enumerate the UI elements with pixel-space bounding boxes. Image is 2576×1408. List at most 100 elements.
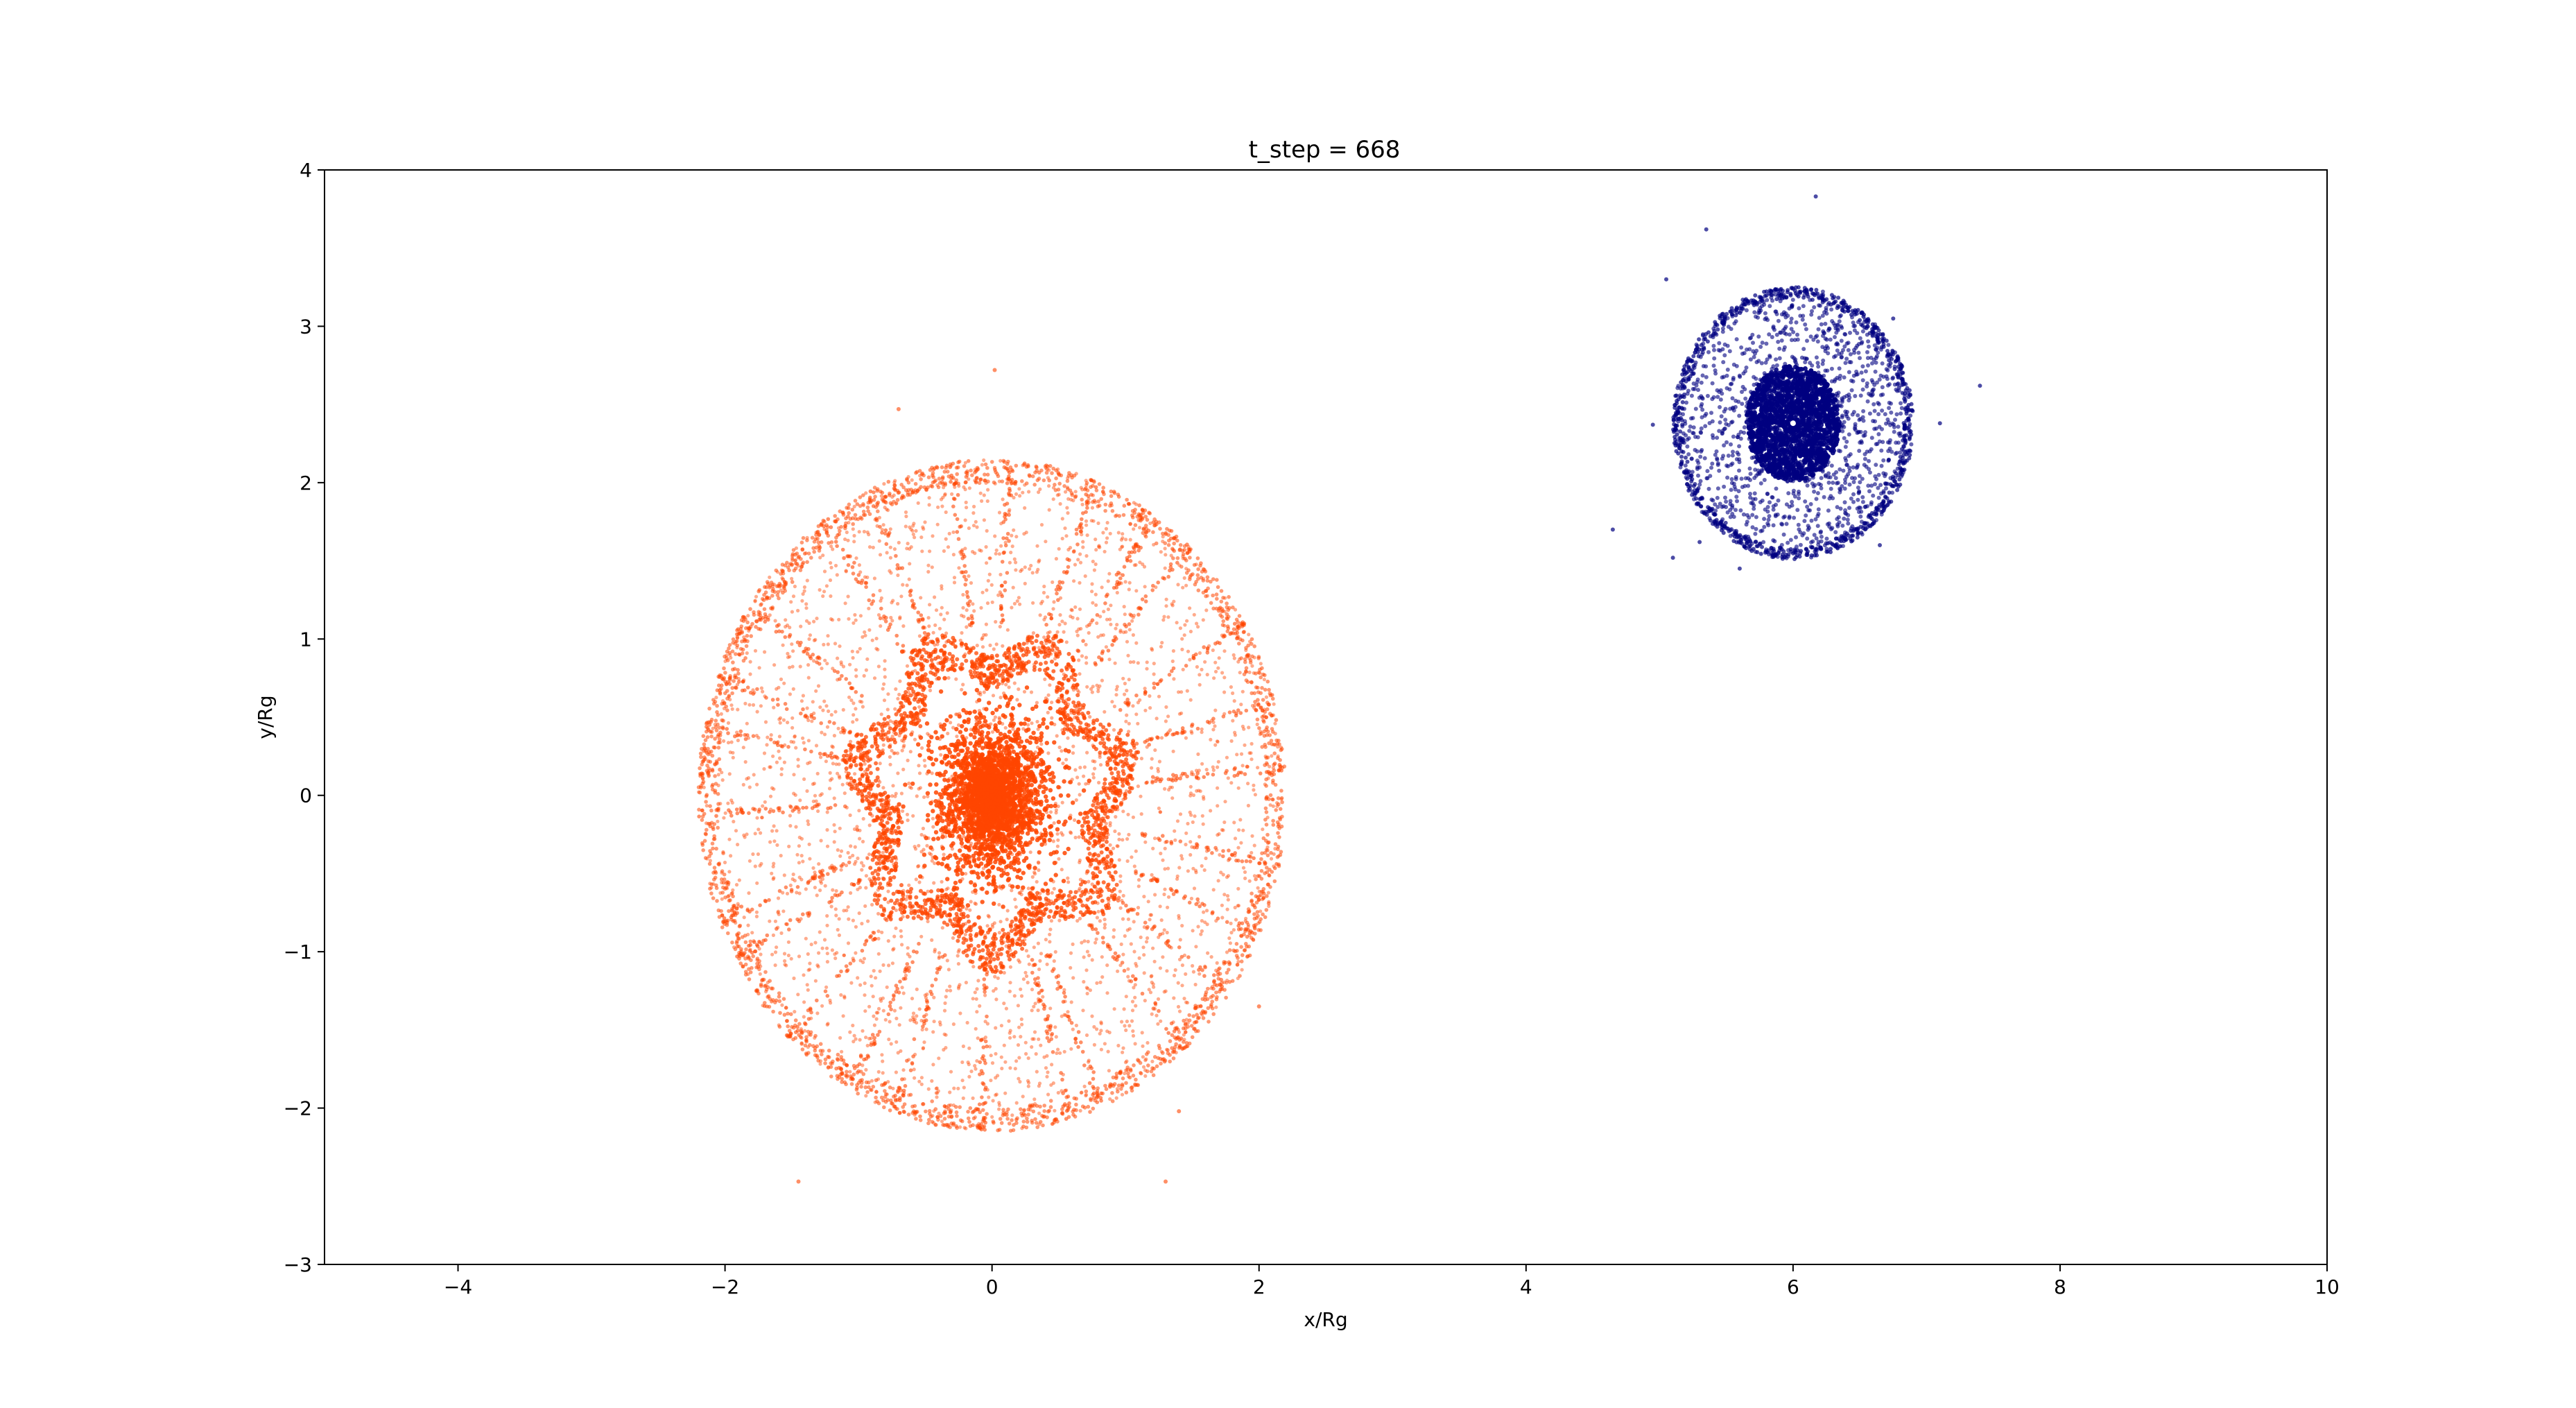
data-point xyxy=(777,999,782,1004)
data-point xyxy=(1211,728,1216,732)
data-point xyxy=(1121,952,1125,956)
data-point xyxy=(1125,713,1129,717)
data-point xyxy=(1155,1013,1159,1018)
data-point xyxy=(803,1043,808,1048)
data-point xyxy=(1085,950,1089,954)
data-point xyxy=(879,1095,884,1100)
data-point xyxy=(888,762,892,766)
data-point xyxy=(798,568,803,572)
data-point xyxy=(741,964,745,969)
data-point xyxy=(960,1119,965,1124)
data-point xyxy=(753,649,758,653)
data-point xyxy=(946,968,951,972)
data-point xyxy=(826,1022,830,1026)
data-point xyxy=(851,572,856,576)
data-point xyxy=(1158,779,1163,784)
data-point xyxy=(1064,757,1069,762)
data-point xyxy=(874,1095,878,1100)
data-point xyxy=(922,630,927,635)
data-point xyxy=(1127,678,1131,682)
data-point xyxy=(865,505,870,510)
data-point xyxy=(1077,658,1081,662)
data-point xyxy=(1121,536,1125,540)
data-point xyxy=(951,1121,956,1126)
data-point xyxy=(1140,1031,1144,1035)
data-point xyxy=(829,561,833,565)
data-point xyxy=(1211,768,1216,772)
data-point xyxy=(1125,1020,1129,1024)
data-point xyxy=(1155,1064,1159,1069)
data-point xyxy=(741,782,745,787)
data-point xyxy=(1093,759,1097,764)
data-point xyxy=(1130,855,1134,859)
data-point xyxy=(1268,803,1272,807)
data-point xyxy=(992,647,996,651)
data-point xyxy=(1271,823,1276,827)
data-point xyxy=(1200,667,1204,672)
data-point xyxy=(1079,626,1083,631)
data-point xyxy=(837,917,841,921)
data-point xyxy=(711,837,716,841)
data-point xyxy=(978,692,983,697)
data-point xyxy=(790,580,795,584)
data-point xyxy=(983,462,988,467)
data-point xyxy=(817,544,821,548)
data-point xyxy=(1193,1004,1198,1008)
data-point xyxy=(804,887,808,891)
data-point xyxy=(966,458,971,463)
data-point xyxy=(1008,1029,1012,1033)
data-point xyxy=(1217,656,1221,660)
data-point xyxy=(1164,597,1168,601)
data-point xyxy=(737,680,741,684)
data-point xyxy=(1175,556,1180,560)
data-point xyxy=(808,968,812,972)
data-point xyxy=(880,531,884,535)
data-point xyxy=(858,1070,863,1074)
data-point xyxy=(1028,1104,1032,1109)
data-point xyxy=(915,987,919,991)
data-point xyxy=(867,606,871,610)
data-point xyxy=(967,1046,971,1050)
data-point xyxy=(812,659,816,663)
data-point xyxy=(1109,622,1113,626)
data-point xyxy=(1125,697,1130,702)
data-point xyxy=(986,488,990,492)
data-point xyxy=(978,477,983,481)
data-point xyxy=(1201,618,1205,622)
data-point xyxy=(820,1004,824,1008)
data-point xyxy=(1106,607,1110,612)
data-point xyxy=(1187,549,1192,553)
data-point xyxy=(1222,634,1227,638)
data-point xyxy=(1118,628,1123,633)
data-point xyxy=(864,886,868,890)
data-point xyxy=(1009,493,1014,497)
data-point xyxy=(768,794,773,798)
data-point xyxy=(1090,690,1094,694)
data-point xyxy=(1277,835,1281,839)
data-point xyxy=(723,811,727,815)
data-point xyxy=(865,1090,870,1094)
data-point xyxy=(1118,889,1122,893)
data-point xyxy=(931,1063,935,1067)
data-point xyxy=(1001,497,1005,501)
data-point xyxy=(788,883,793,888)
data-point xyxy=(1191,963,1195,968)
data-point xyxy=(1220,671,1225,675)
data-point xyxy=(1045,1074,1049,1079)
data-point xyxy=(917,1079,922,1083)
data-point xyxy=(1180,637,1184,641)
data-point xyxy=(862,673,866,678)
data-point xyxy=(1003,511,1008,516)
data-point xyxy=(1053,1108,1057,1113)
data-point xyxy=(908,1018,913,1022)
data-point xyxy=(768,575,772,579)
data-point xyxy=(1146,529,1151,533)
data-point xyxy=(720,778,725,782)
data-point xyxy=(913,606,917,610)
data-point xyxy=(1150,775,1155,779)
data-point xyxy=(878,524,882,529)
data-point xyxy=(1104,1087,1109,1091)
data-point xyxy=(1010,888,1014,893)
data-point xyxy=(883,495,888,499)
data-point xyxy=(833,563,838,568)
